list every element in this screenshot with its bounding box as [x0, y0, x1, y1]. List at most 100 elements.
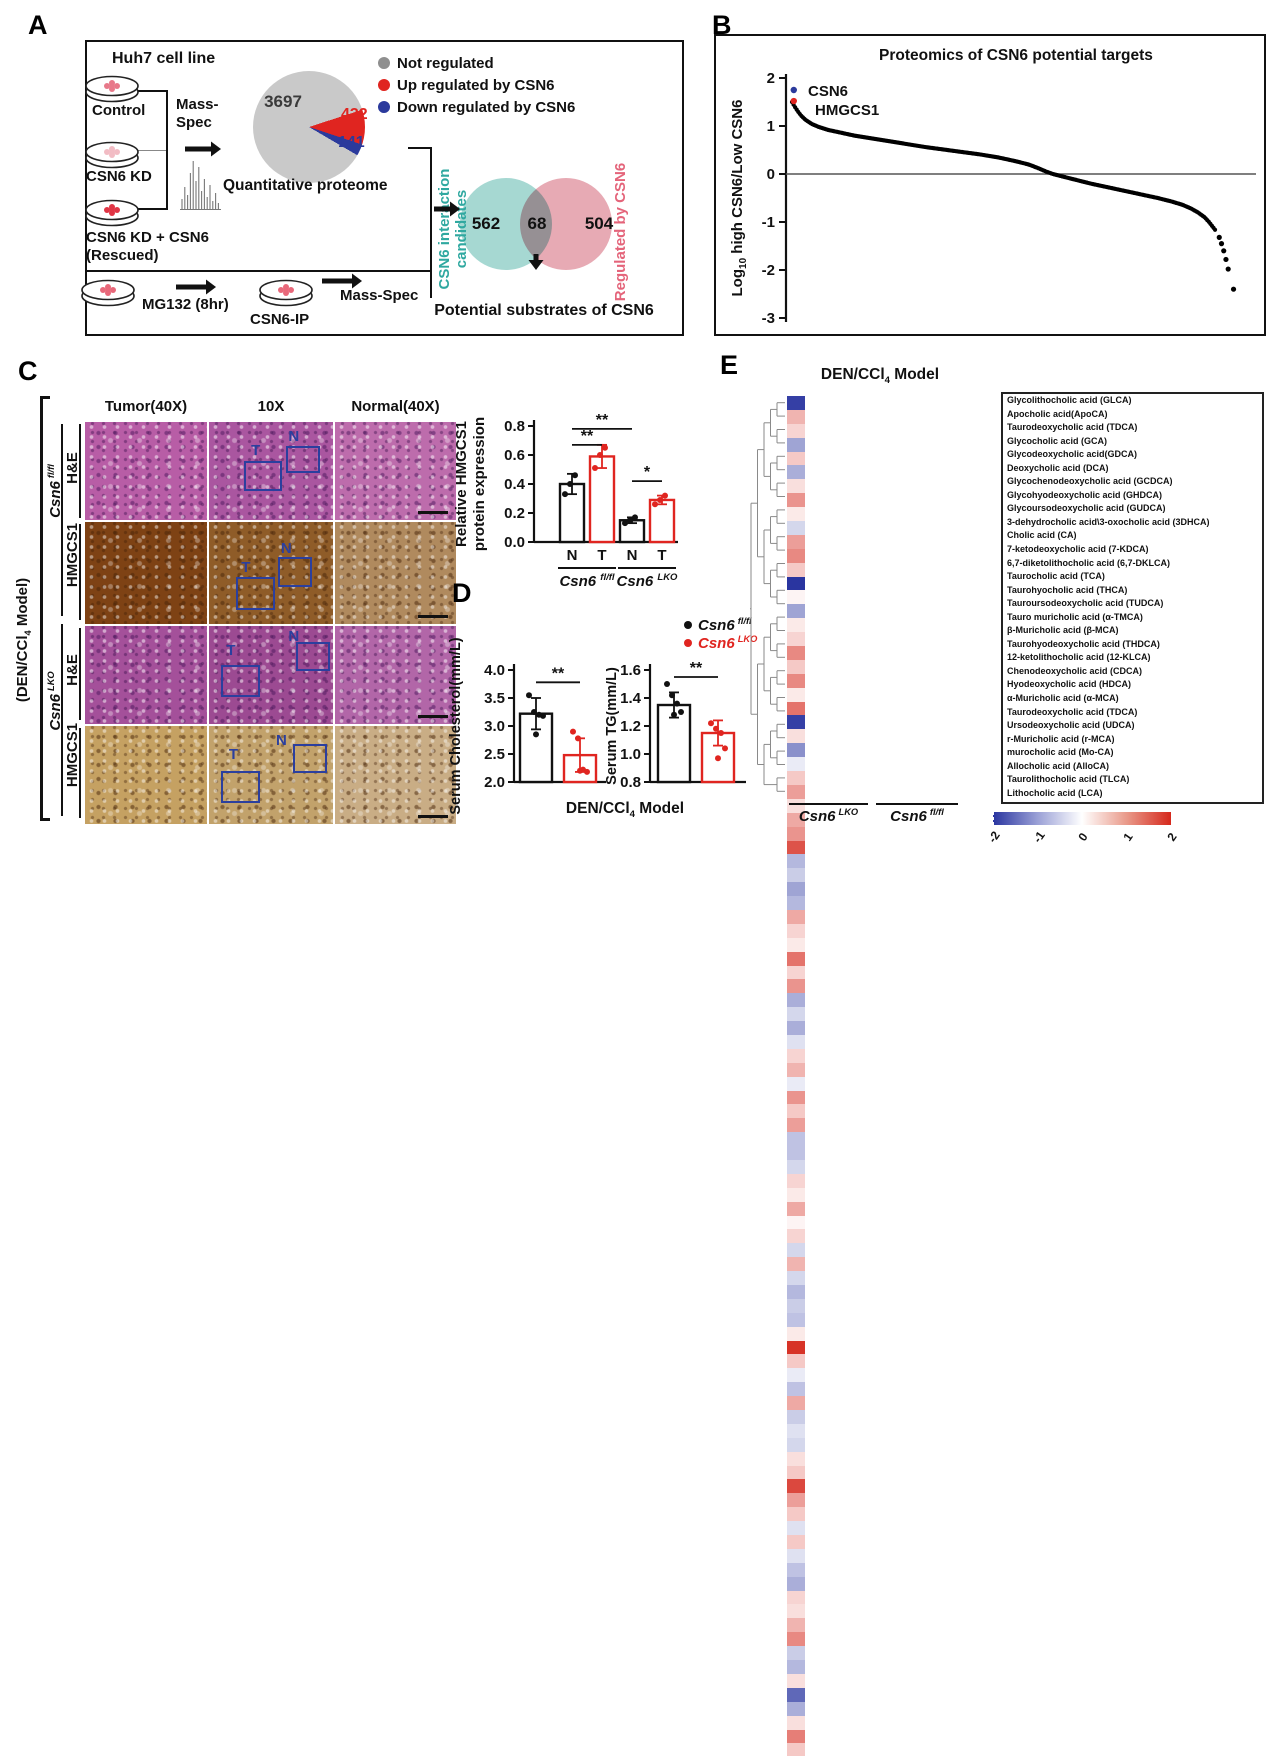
heatmap-row-label: Apocholic acid(ApoCA) — [1007, 408, 1108, 419]
heatmap-cell — [787, 1535, 805, 1549]
venn-left-value: 562 — [471, 214, 501, 233]
svg-text:1.0: 1.0 — [620, 746, 641, 763]
heatmap-row-label: Cholic acid (CA) — [1007, 530, 1077, 541]
heatmap-row-label: Allocholic acid (AlloCA) — [1007, 760, 1110, 771]
svg-text:3.5: 3.5 — [484, 690, 505, 707]
heatmap-cell — [787, 951, 805, 966]
petri-dish-icon — [85, 75, 139, 103]
heatmap-cell — [787, 1354, 805, 1369]
panel-a-label: A — [28, 10, 48, 40]
heatmap-cell — [787, 521, 805, 535]
heatmap-cell — [787, 1076, 805, 1091]
colorbar-tick-label: -2 — [985, 828, 1003, 846]
heatmap-cell — [787, 493, 805, 508]
csn6-kd-rescue-label: CSN6 KD + CSN6 — [86, 229, 209, 246]
heatmap-cell — [787, 840, 805, 855]
heatmap-row-label: 3-dehydrocholic acid\3-oxocholic acid (3… — [1007, 516, 1210, 527]
heatmap-cell — [787, 1104, 805, 1119]
histology-image — [85, 522, 207, 624]
heatmap-cell — [787, 1118, 805, 1133]
heatmap-row-label: Glycochenodeoxycholic acid (GCDCA) — [1007, 476, 1173, 487]
heatmap-cell — [787, 451, 805, 466]
heatmap-cell — [787, 743, 805, 758]
heatmap-cell — [787, 1715, 805, 1730]
den-ccl4-side-label: (DEN/CCl4 Model) — [14, 577, 33, 703]
heatmap-cell — [787, 1090, 805, 1105]
arrow-icon — [434, 201, 460, 217]
legend-item: Csn6 LKO — [684, 634, 757, 652]
heatmap-cell — [787, 465, 805, 480]
heatmap-cell — [787, 1382, 805, 1397]
arrow-icon — [322, 273, 362, 289]
heatmap-row-label: Taurohyocholic acid (THCA) — [1007, 584, 1128, 595]
tumor-annotation-letter: T — [228, 745, 238, 763]
heatmap-row-label: r-Muricholic acid (r-MCA) — [1007, 733, 1115, 744]
heatmap-row-label: Ursodeoxycholic acid (UDCA) — [1007, 720, 1135, 731]
tumor-annotation-box — [236, 577, 275, 610]
heatmap-cell — [787, 1646, 805, 1661]
csn6-kd-label: CSN6 KD — [86, 168, 152, 185]
heatmap-row-label: Taurolithocholic acid (TLCA) — [1007, 774, 1130, 785]
panel-c-label: C — [18, 356, 38, 386]
petri-dish-icon — [81, 279, 135, 307]
svg-text:0.8: 0.8 — [620, 774, 641, 791]
heatmap-cell — [787, 1062, 805, 1077]
heatmap-cell — [787, 1687, 805, 1702]
col-header-tumor: Tumor(40X) — [104, 398, 188, 415]
legend-item: Not regulated — [378, 52, 575, 74]
svg-text:**: ** — [552, 665, 565, 682]
rescued-label: (Rescued) — [86, 247, 159, 264]
mass-spec-label: Mass-Spec — [176, 96, 219, 131]
stain-bracket-line — [79, 524, 81, 620]
heatmap-cell — [787, 618, 805, 633]
svg-text:T: T — [657, 547, 666, 564]
lko-underline — [789, 803, 868, 806]
heatmap-cell — [787, 1021, 805, 1035]
arrow-icon — [185, 141, 221, 157]
heatmap-cell — [787, 437, 805, 452]
heatmap-cell — [787, 1326, 805, 1341]
quant-proteome-label: Quantitative proteome — [223, 177, 388, 194]
heatmap-colorbar — [993, 812, 1171, 838]
svg-text:Relative HMGCS1: Relative HMGCS1 — [453, 421, 470, 547]
heatmap-row-label: Taurodeoxycholic acid (TDCA) — [1007, 422, 1138, 433]
tumor-annotation-box — [221, 771, 261, 803]
heatmap-cell — [787, 1034, 805, 1049]
pie-up-value: 432 — [341, 106, 368, 123]
heatmap-cell — [787, 1159, 805, 1174]
svg-text:2.0: 2.0 — [484, 774, 505, 791]
heatmap-cell — [787, 590, 805, 605]
heatmap-row-label: murocholic acid (Mo-CA) — [1007, 747, 1114, 758]
connector-line — [430, 147, 433, 298]
colorbar-ticks: -2 -1 0 1 2 — [985, 828, 1179, 850]
bracket-line — [166, 90, 169, 210]
heatmap-row-label: Glycodeoxycholic acid(GDCA) — [1007, 449, 1138, 460]
heatmap-cell — [787, 1576, 805, 1591]
bracket-line — [137, 90, 168, 93]
normal-annotation-letter: N — [280, 540, 292, 558]
legend-item: Up regulated by CSN6 — [378, 74, 575, 96]
heatmap-row-label: Taurocholic acid (TCA) — [1007, 571, 1105, 582]
heatmap-cell — [787, 868, 805, 883]
heatmap-cell — [787, 1437, 805, 1452]
proteomics-waterfall-chart: Proteomics of CSN6 potential targets 2 1 0 -… — [714, 34, 1266, 336]
svg-text:4.0: 4.0 — [484, 662, 505, 679]
heatmap-row-label: 12-ketolithocholic acid (12-KLCA) — [1007, 652, 1151, 663]
histology-image — [335, 522, 456, 624]
colorbar-tick-label: 1 — [1119, 830, 1136, 844]
svg-text:Serum TG(mm/L): Serum TG(mm/L) — [606, 667, 620, 785]
heatmap-cell — [787, 1215, 805, 1230]
heatmap-row-label: Lithocholic acid (LCA) — [1007, 787, 1103, 798]
heatmap-row-label: 7-ketodeoxycholic acid (7-KDCA) — [1007, 544, 1149, 555]
heatmap-cell — [787, 1590, 805, 1605]
heatmap-cell — [787, 1201, 805, 1216]
tumor-annotation-letter: T — [251, 441, 261, 459]
heatmap-cell — [787, 1673, 805, 1688]
heatmap-cell — [787, 1451, 805, 1466]
heatmap-cell — [787, 1007, 805, 1022]
venn-right-label: Regulated by CSN6 — [612, 162, 629, 302]
normal-annotation-box — [295, 641, 330, 672]
panel-c-bracket-serif — [40, 396, 50, 399]
flfl-underline — [876, 803, 958, 806]
col-header-normal: Normal(40X) — [351, 398, 440, 415]
